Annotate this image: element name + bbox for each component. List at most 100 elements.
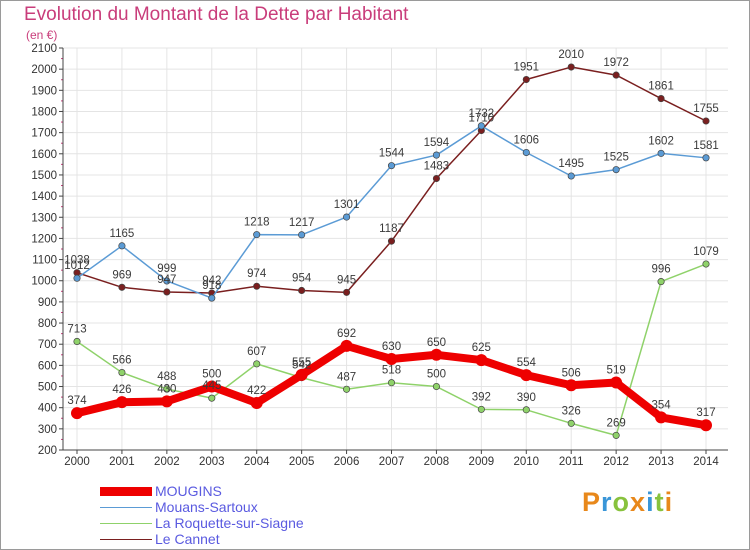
- data-point-mouans-sartoux: [298, 231, 306, 239]
- data-point-mougins: [610, 376, 623, 389]
- data-point-la-roquette-sur-siagne: [253, 360, 261, 368]
- data-label-mouans-sartoux: 1217: [289, 217, 315, 229]
- x-tick-label: 2010: [513, 456, 539, 468]
- data-label-le-cannet: 1951: [513, 62, 539, 74]
- data-label-le-cannet: 1710: [469, 113, 495, 125]
- data-point-mouans-sartoux: [118, 242, 126, 250]
- data-label-la-roquette-sur-siagne: 713: [67, 323, 86, 335]
- data-label-le-cannet: 947: [157, 274, 176, 286]
- data-label-mouans-sartoux: 1525: [603, 152, 629, 164]
- x-tick-label: 2011: [559, 456, 584, 468]
- y-tick-label: 1100: [32, 255, 57, 267]
- data-label-le-cannet: 974: [247, 268, 267, 280]
- y-tick-label: 800: [38, 318, 57, 330]
- data-label-mouans-sartoux: 1165: [110, 228, 135, 240]
- data-point-la-roquette-sur-siagne: [522, 406, 530, 414]
- data-label-mougins: 430: [157, 383, 176, 395]
- legend-swatch-mouans-sartoux: [100, 507, 152, 508]
- data-label-mougins: 506: [562, 367, 581, 379]
- y-tick-label: 600: [38, 360, 57, 372]
- y-tick-label: 1700: [31, 128, 57, 140]
- data-point-mouans-sartoux: [343, 213, 351, 221]
- data-point-le-cannet: [253, 282, 261, 290]
- data-point-la-roquette-sur-siagne: [208, 394, 216, 402]
- data-label-le-cannet: 1038: [64, 255, 90, 267]
- data-point-le-cannet: [343, 288, 351, 296]
- y-tick-label: 1600: [31, 149, 57, 161]
- legend-swatch-le-cannet: [100, 539, 152, 540]
- data-point-mougins: [115, 396, 128, 409]
- data-label-le-cannet: 1861: [648, 81, 674, 93]
- y-tick-label: 1400: [31, 191, 57, 203]
- y-tick-label: 2000: [31, 64, 57, 76]
- data-label-mouans-sartoux: 1594: [424, 137, 450, 149]
- data-label-la-roquette-sur-siagne: 500: [427, 369, 446, 381]
- data-point-la-roquette-sur-siagne: [612, 431, 620, 439]
- data-label-le-cannet: 1755: [693, 103, 719, 115]
- data-point-mouans-sartoux: [253, 231, 261, 239]
- data-point-le-cannet: [522, 75, 530, 84]
- data-label-mougins: 317: [696, 407, 715, 419]
- y-tick-label: 500: [38, 382, 57, 394]
- x-tick-label: 2004: [244, 456, 270, 468]
- data-point-la-roquette-sur-siagne: [343, 385, 351, 393]
- data-label-la-roquette-sur-siagne: 542: [292, 360, 311, 372]
- data-point-mougins: [520, 369, 533, 382]
- data-label-le-cannet: 1972: [603, 57, 629, 69]
- x-tick-label: 2007: [379, 456, 405, 468]
- data-label-mougins: 500: [202, 369, 221, 381]
- y-tick-label: 200: [38, 445, 57, 457]
- data-point-mouans-sartoux: [432, 151, 440, 159]
- data-label-mougins: 374: [67, 395, 87, 407]
- x-tick-label: 2008: [424, 456, 450, 468]
- data-label-mouans-sartoux: 999: [157, 263, 176, 275]
- y-tick-label: 1300: [31, 212, 57, 224]
- data-point-la-roquette-sur-siagne: [163, 385, 171, 393]
- data-point-la-roquette-sur-siagne: [567, 419, 575, 427]
- data-point-la-roquette-sur-siagne: [118, 369, 126, 377]
- data-point-mougins: [250, 397, 263, 410]
- x-tick-label: 2014: [693, 456, 719, 468]
- data-label-mouans-sartoux: 1544: [379, 148, 405, 160]
- data-point-mougins: [700, 419, 712, 432]
- chart-unit: (en €): [26, 28, 58, 42]
- data-point-mouans-sartoux: [702, 154, 710, 162]
- data-point-la-roquette-sur-siagne: [657, 278, 665, 286]
- data-point-mougins: [340, 339, 353, 352]
- data-label-la-roquette-sur-siagne: 390: [517, 392, 536, 404]
- data-point-le-cannet: [567, 63, 575, 71]
- data-label-mougins: 422: [247, 385, 266, 397]
- data-point-le-cannet: [298, 286, 306, 295]
- y-tick-label: 400: [38, 403, 57, 415]
- data-label-mougins: 555: [292, 357, 311, 369]
- y-tick-label: 1500: [31, 170, 57, 182]
- data-point-mouans-sartoux: [477, 122, 485, 130]
- data-label-mouans-sartoux: 1581: [693, 140, 719, 152]
- data-point-mougins: [385, 353, 398, 366]
- y-tick-label: 2100: [31, 43, 57, 55]
- data-label-le-cannet: 969: [112, 269, 131, 281]
- y-tick-label: 300: [38, 424, 57, 436]
- data-point-le-cannet: [118, 283, 126, 291]
- data-label-la-roquette-sur-siagne: 1079: [693, 246, 719, 258]
- data-point-mouans-sartoux: [657, 149, 665, 157]
- data-point-mougins: [655, 411, 668, 424]
- y-tick-label: 1800: [31, 106, 57, 118]
- data-label-le-cannet: 942: [202, 275, 221, 287]
- data-point-le-cannet: [702, 117, 710, 125]
- data-label-mouans-sartoux: 1218: [244, 217, 270, 229]
- x-tick-label: 2012: [603, 456, 629, 468]
- data-point-le-cannet: [387, 237, 396, 245]
- legend-label-mougins: MOUGINS: [155, 483, 222, 499]
- x-tick-label: 2005: [289, 456, 315, 468]
- data-point-mougins: [475, 354, 488, 367]
- y-tick-label: 1900: [31, 85, 57, 97]
- data-point-la-roquette-sur-siagne: [432, 382, 440, 391]
- y-tick-label: 900: [38, 297, 57, 309]
- data-point-mougins: [565, 379, 578, 392]
- data-label-le-cannet: 1187: [379, 223, 404, 235]
- data-label-mougins: 625: [472, 342, 491, 354]
- data-point-mougins: [295, 368, 308, 381]
- data-point-la-roquette-sur-siagne: [73, 337, 81, 346]
